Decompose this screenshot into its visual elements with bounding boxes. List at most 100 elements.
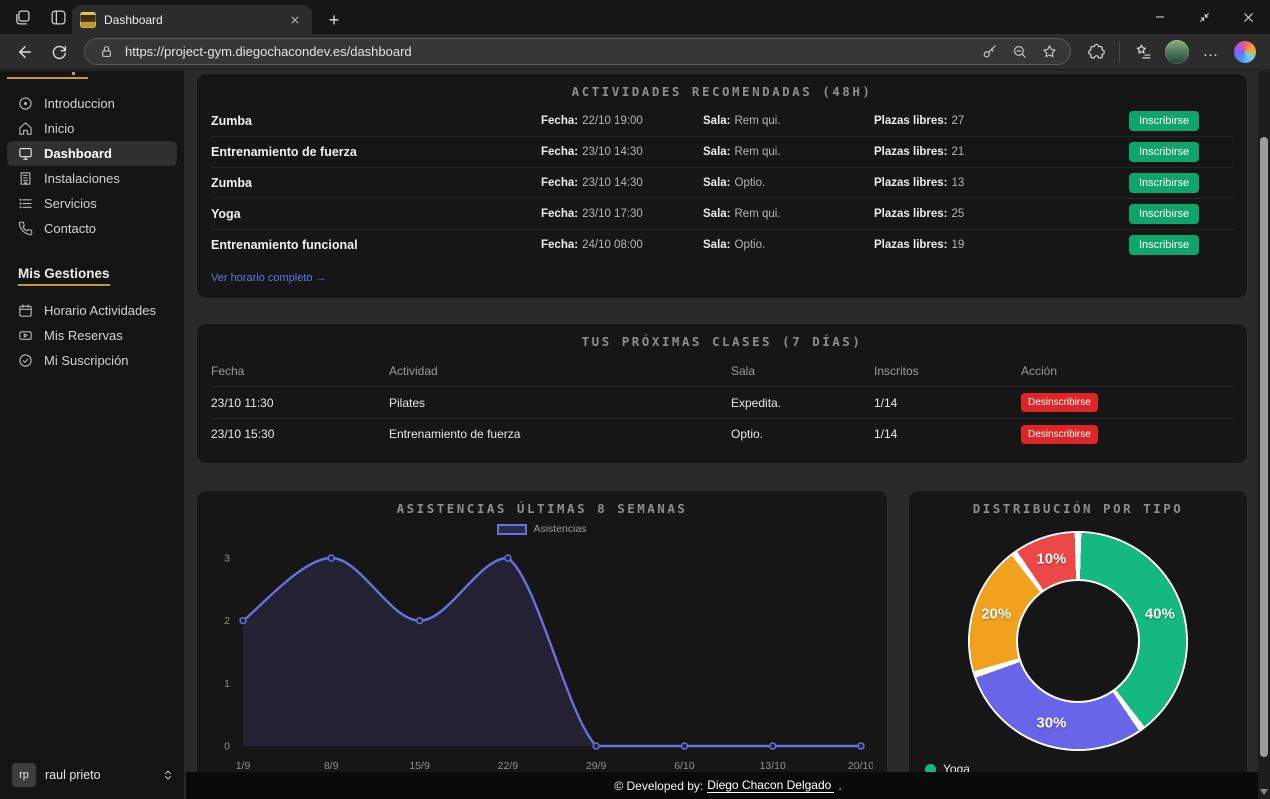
activity-action: Inscribirse (1121, 110, 1233, 131)
x-tick-label: 20/10 (848, 760, 873, 772)
cell-actividad: Entrenamiento de fuerza (389, 427, 521, 441)
check-circle-icon (19, 354, 32, 367)
data-point (504, 554, 512, 562)
close-window-button[interactable] (1226, 0, 1270, 34)
sidebar-item-mi-suscripcion[interactable]: Mi Suscripción (7, 348, 177, 373)
sidebar-item-contacto[interactable]: Contacto (7, 216, 177, 241)
scrollbar-thumb[interactable] (1260, 137, 1268, 757)
password-key-icon[interactable] (978, 41, 1000, 63)
fecha-label: Fecha: (541, 208, 579, 220)
refresh-icon[interactable] (44, 38, 74, 66)
line-chart-svg: 3 2 1 0 1/9 8/9 15/9 22/9 29/9 6/10 13/10 20/10 (224, 553, 874, 773)
sidebar-item-label: Instalaciones (44, 171, 120, 186)
sidebar-item-mis-reservas[interactable]: Mis Reservas (7, 323, 177, 348)
data-point (415, 616, 424, 625)
activity-action: Inscribirse (1121, 235, 1233, 255)
sala-label: Sala: (703, 177, 731, 189)
sidebar-item-instalaciones[interactable]: Instalaciones (7, 166, 177, 191)
tab-close-icon[interactable] (286, 11, 304, 29)
workspaces-icon[interactable] (8, 4, 36, 30)
sidebar-item-label: Mis Reservas (44, 328, 123, 343)
x-tick-label: 8/9 (324, 760, 339, 772)
desinscribirse-button[interactable]: Desinscribirse (1021, 424, 1098, 444)
activity-action: Inscribirse (1121, 142, 1233, 162)
app-area: Introduccion Inicio Dashboard Instalacio… (0, 71, 1270, 799)
sidebar-item-label: Servicios (44, 196, 97, 211)
fecha-value: 23/10 14:30 (582, 177, 643, 189)
address-bar[interactable]: https://project-gym.diegochacondev.es/da… (84, 38, 1071, 65)
x-tick-label: 29/9 (586, 760, 607, 772)
browser-tab[interactable]: Dashboard (72, 5, 312, 34)
activity-plazas: Plazas libres: 25 (874, 208, 1121, 220)
col-header-fecha: Fecha (211, 363, 245, 378)
page-footer: © Developed by: Diego Chacon Delgado . (186, 772, 1258, 799)
sidebar-section-title: Mis Gestiones (18, 266, 110, 286)
activity-fecha: Fecha: 24/10 08:00 (541, 239, 703, 251)
donut-slice-label: 20% (981, 605, 1012, 623)
back-icon[interactable] (10, 38, 40, 66)
sidebar-item-label: Contacto (44, 221, 97, 236)
distribution-chart-title: DISTRIBUCIÓN POR TIPO (972, 501, 1184, 516)
sala-value: Optio. (734, 177, 766, 189)
extensions-icon[interactable] (1081, 38, 1111, 66)
sidebar-item-dashboard[interactable]: Dashboard (7, 141, 177, 166)
sidebar-item-servicios[interactable]: Servicios (7, 191, 177, 216)
desinscribirse-button[interactable]: Desinscribirse (1021, 393, 1098, 412)
chevron-up-down-icon[interactable] (162, 768, 174, 782)
table-row: 23/10 15:30 Entrenamiento de fuerza Opti… (211, 418, 1233, 449)
favorite-star-icon[interactable] (1038, 41, 1060, 63)
inscribirse-button[interactable]: Inscribirse (1129, 235, 1200, 255)
y-tick-label: 2 (224, 615, 230, 627)
user-selector[interactable]: rp raul prieto (12, 763, 174, 787)
activity-sala: Sala: Optio. (703, 239, 874, 251)
inscribirse-button[interactable]: Inscribirse (1129, 110, 1200, 131)
plazas-value: 19 (951, 239, 965, 251)
profile-avatar[interactable] (1162, 38, 1192, 66)
x-tick-label: 15/9 (409, 760, 430, 772)
sala-label: Sala: (703, 208, 731, 220)
tab-actions-icon[interactable] (44, 4, 72, 30)
sala-value: Rem qui. (734, 146, 781, 158)
activity-fecha: Fecha: 23/10 14:30 (541, 146, 703, 158)
y-tick-label: 1 (224, 678, 230, 690)
activity-action: Inscribirse (1121, 204, 1233, 224)
footer-author-link[interactable]: Diego Chacon Delgado (707, 778, 835, 793)
ver-horario-link[interactable]: Ver horario completo → (211, 272, 327, 284)
logo-underline (7, 77, 88, 79)
classes-title: TUS PRÓXIMAS CLASES (7 DÍAS) (581, 334, 863, 349)
sidebar-item-inicio[interactable]: Inicio (7, 116, 177, 141)
fecha-label: Fecha: (541, 239, 579, 251)
x-tick-label: 13/10 (760, 760, 786, 772)
favorites-list-icon[interactable] (1128, 38, 1158, 66)
logo-dot (72, 72, 75, 75)
more-menu-icon[interactable]: … (1202, 42, 1220, 60)
new-tab-button[interactable]: + (328, 9, 340, 30)
zoom-out-icon[interactable] (1008, 41, 1030, 63)
sidebar-gestiones: Horario Actividades Mis Reservas Mi Susc… (0, 298, 184, 373)
sidebar-item-introduccion[interactable]: Introduccion (7, 91, 177, 116)
classes-panel: TUS PRÓXIMAS CLASES (7 DÍAS) Fecha Activ… (196, 323, 1248, 464)
calendar-icon (19, 304, 32, 317)
sidebar-item-horario-actividades[interactable]: Horario Actividades (7, 298, 177, 323)
donut-hole (1016, 579, 1140, 703)
scrollbar-down-arrow[interactable] (1260, 789, 1268, 795)
activity-fecha: Fecha: 23/10 14:30 (541, 177, 703, 189)
activity-name: Zumba (211, 176, 252, 190)
list-icon (19, 198, 32, 209)
line-series-path (242, 556, 861, 748)
copilot-icon[interactable] (1230, 38, 1260, 66)
fecha-value: 22/10 19:00 (582, 114, 643, 127)
restore-button[interactable] (1182, 0, 1226, 34)
legend-label: Asistencias (533, 523, 587, 535)
page-scrollbar[interactable] (1258, 71, 1270, 799)
col-header-inscritos: Inscritos (874, 363, 919, 378)
inscribirse-button[interactable]: Inscribirse (1129, 142, 1200, 162)
minimize-button[interactable] (1138, 0, 1182, 34)
activity-name: Yoga (211, 207, 241, 221)
sala-label: Sala: (703, 114, 731, 127)
activity-name: Zumba (211, 113, 252, 128)
inscribirse-button[interactable]: Inscribirse (1129, 204, 1200, 224)
user-avatar: rp (12, 763, 36, 787)
activity-name: Entrenamiento funcional (211, 238, 358, 252)
inscribirse-button[interactable]: Inscribirse (1129, 173, 1200, 193)
